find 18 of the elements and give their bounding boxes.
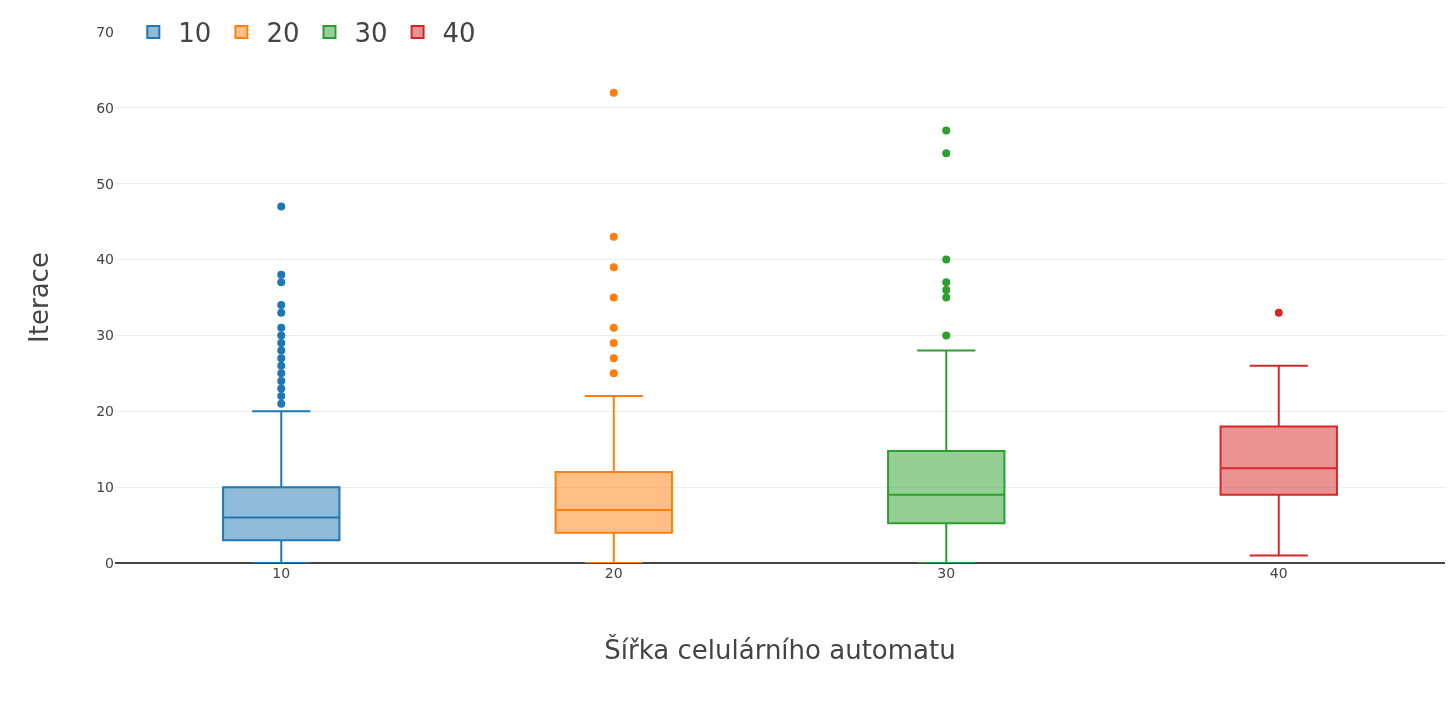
legend-label: 40 <box>442 18 476 49</box>
legend-label: 20 <box>266 18 300 49</box>
x-tick-label: 30 <box>937 565 956 581</box>
y-axis-title: Iterace <box>23 252 54 343</box>
y-tick-label: 0 <box>105 554 114 571</box>
legend-label: 10 <box>178 18 212 49</box>
y-tick-label: 30 <box>96 327 114 344</box>
x-tick-label: 20 <box>604 565 623 581</box>
x-axis-title: Šířka celulárního automatu <box>604 633 956 665</box>
y-tick-label: 10 <box>96 479 114 496</box>
legend-label: 30 <box>354 18 388 49</box>
y-tick-label: 60 <box>96 99 114 116</box>
x-tick-label: 10 <box>272 565 291 581</box>
y-tick-label: 50 <box>96 175 114 192</box>
y-tick-label: 40 <box>96 251 114 268</box>
y-tick-label: 70 <box>96 23 114 40</box>
y-tick-label: 20 <box>96 403 114 420</box>
x-tick-label: 40 <box>1269 565 1288 581</box>
